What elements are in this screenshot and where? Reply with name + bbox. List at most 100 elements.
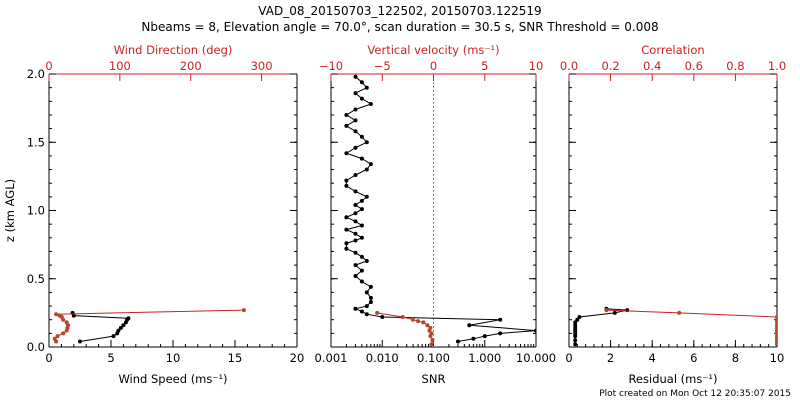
- bottom-series-point: [364, 304, 369, 309]
- x-tick-label: 8: [732, 351, 739, 365]
- top-series-point: [55, 334, 60, 339]
- x-tick-label: 0.100: [417, 351, 450, 365]
- plot-area: [52, 308, 246, 344]
- bottom-series-point: [359, 80, 364, 85]
- bottom-series-point: [482, 334, 487, 339]
- bottom-series-point: [368, 102, 373, 106]
- bottom-series-point: [534, 328, 536, 333]
- x-tick-label: 0.001: [315, 351, 348, 365]
- bottom-series-point: [573, 320, 578, 325]
- top-axis-label: Correlation: [641, 43, 704, 57]
- bottom-series-point: [573, 342, 578, 347]
- bottom-series-point: [573, 331, 578, 336]
- top-series-point: [375, 310, 380, 315]
- bottom-series-point: [359, 223, 364, 228]
- bottom-series-point: [116, 328, 121, 333]
- x-axis-label: SNR: [422, 372, 446, 386]
- top-series-point: [428, 325, 433, 330]
- bottom-series-point: [344, 178, 349, 183]
- bottom-series-point: [359, 156, 364, 161]
- bottom-series-point: [498, 317, 503, 322]
- bottom-series-point: [353, 250, 358, 255]
- top-tick-label: 10: [529, 59, 544, 73]
- bottom-series-point: [353, 74, 358, 79]
- top-series-point: [411, 317, 415, 322]
- top-tick-label: 0: [45, 59, 52, 73]
- bottom-series-point: [625, 308, 630, 313]
- x-tick-label: 20: [290, 351, 305, 365]
- top-series-point: [775, 315, 777, 319]
- y-tick-label: 0.0: [27, 340, 45, 354]
- bottom-series-point: [456, 339, 460, 344]
- bottom-series-point: [344, 123, 349, 128]
- top-series-point: [677, 310, 682, 315]
- y-tick-label: 1.0: [27, 204, 45, 218]
- x-tick-label: 2: [607, 351, 614, 365]
- bottom-series-line: [344, 76, 536, 342]
- top-tick-label: 0.0: [560, 59, 578, 73]
- bottom-series-point: [368, 162, 373, 167]
- bottom-series-point: [353, 203, 358, 207]
- bottom-series-point: [344, 246, 349, 251]
- top-tick-label: 1.0: [768, 59, 786, 73]
- bottom-series-point: [575, 317, 580, 322]
- top-series-point: [61, 331, 66, 336]
- plot-footer: Plot created on Mon Oct 12 20:35:07 2015: [599, 389, 791, 399]
- bottom-series-point: [353, 129, 358, 134]
- bottom-series-point: [364, 85, 369, 90]
- top-series-line: [606, 309, 777, 345]
- top-tick-label: 0.4: [643, 59, 661, 73]
- top-tick-label: −5: [374, 59, 391, 73]
- bottom-series-point: [344, 227, 349, 232]
- bottom-series-point: [577, 315, 582, 319]
- top-series-point: [400, 315, 405, 319]
- bottom-series-point: [359, 268, 364, 273]
- x-tick-label: 10: [166, 351, 181, 365]
- top-series-point: [54, 312, 59, 317]
- bottom-series-point: [498, 331, 503, 336]
- bottom-series-point: [353, 91, 358, 96]
- bottom-series-point: [364, 194, 369, 199]
- bottom-series-point: [359, 198, 364, 203]
- bottom-series-point: [353, 211, 358, 216]
- bottom-series-point: [344, 215, 349, 220]
- bottom-series-point: [353, 145, 358, 150]
- x-axis-label: Wind Speed (ms⁻¹): [118, 372, 227, 386]
- top-series-point: [57, 313, 62, 318]
- x-tick-label: 0: [565, 351, 572, 365]
- top-tick-label: 0.2: [601, 59, 619, 73]
- y-tick-label: 0.5: [27, 272, 45, 286]
- top-tick-label: 300: [251, 59, 273, 73]
- y-tick-label: 2.0: [27, 67, 45, 81]
- figure-subtitle: Nbeams = 8, Elevation angle = 70.0°, sca…: [141, 20, 658, 34]
- bottom-series-point: [359, 207, 364, 212]
- top-series-point: [604, 308, 609, 313]
- x-tick-label: 15: [228, 351, 243, 365]
- x-tick-label: 5: [107, 351, 114, 365]
- top-series-point: [241, 308, 246, 313]
- bottom-series-point: [353, 173, 358, 177]
- bottom-series-point: [359, 309, 364, 314]
- bottom-series-point: [344, 113, 349, 117]
- top-series-point: [429, 331, 434, 336]
- bottom-series-point: [111, 334, 116, 339]
- bottom-series-point: [368, 300, 373, 304]
- bottom-series-point: [359, 235, 364, 240]
- top-axis-label: Vertical velocity (ms⁻¹): [367, 43, 499, 57]
- bottom-series-point: [353, 118, 358, 123]
- panel-snr: 0.001 0.010 0.100 1.000 10.000 SNR −10 −5 0 5 10 Ve…: [315, 43, 557, 386]
- bottom-series-point: [353, 219, 358, 224]
- top-series-point: [416, 319, 421, 324]
- bottom-series-point: [344, 151, 349, 156]
- bottom-series-point: [344, 183, 349, 188]
- x-tick-label: 10.000: [516, 351, 556, 365]
- panel-wind: 0.0 0.5 1.0 1.5 2.0 z (km AGL) 0 5 10 15 20 Wind Sp…: [3, 43, 304, 386]
- bottom-series-point: [573, 338, 578, 343]
- bottom-series-point: [573, 323, 578, 328]
- bottom-series-point: [359, 279, 364, 284]
- bottom-series-point: [364, 140, 369, 145]
- bottom-series-point: [353, 274, 358, 278]
- x-tick-label: 1.000: [468, 351, 501, 365]
- top-tick-label: 200: [180, 59, 202, 73]
